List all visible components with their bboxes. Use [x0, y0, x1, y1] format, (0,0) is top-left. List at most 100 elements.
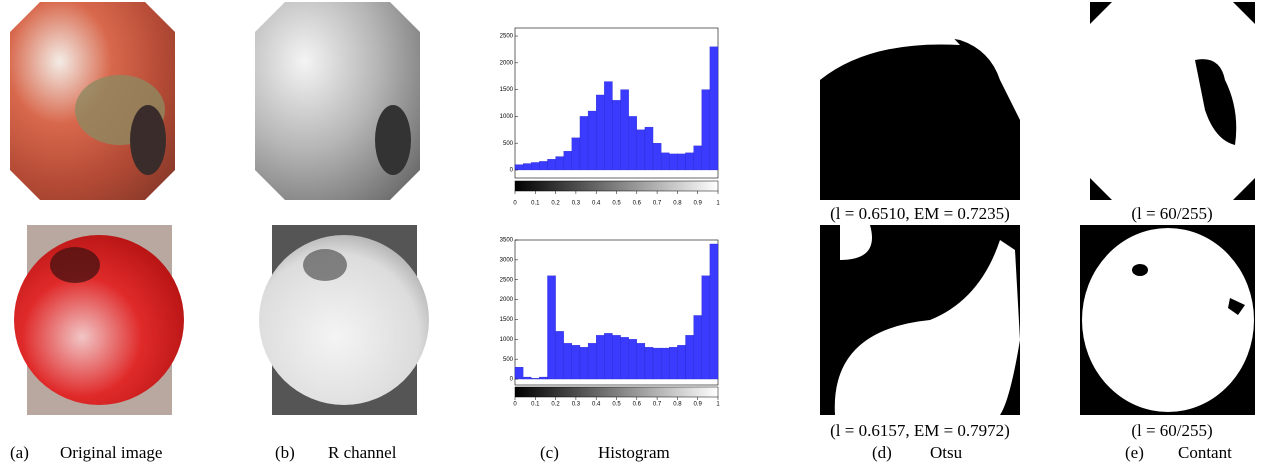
hist-bar — [661, 152, 670, 171]
image-detail — [1132, 264, 1148, 276]
hist-bar — [539, 161, 548, 171]
hist-bar — [539, 376, 548, 380]
hist-bar — [701, 89, 711, 171]
caption-tag: (a) — [10, 443, 29, 462]
hist-bar — [596, 335, 605, 380]
hist-bar — [677, 153, 686, 171]
hist-bar — [652, 143, 662, 171]
corner — [1090, 178, 1112, 200]
gray-scale-bar — [514, 180, 719, 192]
hist-bar — [636, 129, 646, 171]
caption-text: Histogram — [598, 443, 670, 462]
x-tick-label: 0.1 — [531, 402, 540, 408]
y-tick-label: 1000 — [500, 114, 514, 120]
sublabel: (l = 60/255) — [1131, 421, 1212, 440]
hist-bar — [644, 347, 654, 380]
hist-bar — [547, 275, 556, 380]
x-tick-label: 0.5 — [612, 402, 621, 408]
hist-bar — [587, 110, 597, 171]
hist-bar — [669, 153, 678, 171]
y-tick-label: 3500 — [500, 238, 514, 244]
hist-bar — [628, 116, 637, 171]
caption-tag: (e) — [1125, 443, 1144, 462]
image-detail — [130, 105, 166, 175]
x-tick-label: 0.1 — [531, 201, 540, 207]
caption-text: Otsu — [930, 443, 963, 462]
hist-bar — [677, 345, 686, 380]
y-tick-label: 1000 — [500, 337, 514, 343]
caption-tag: (c) — [540, 443, 559, 462]
corner — [1233, 178, 1255, 200]
hist-bar — [522, 163, 532, 171]
x-tick-label: 0.2 — [551, 402, 560, 408]
image-detail — [375, 105, 411, 175]
hist-bar — [612, 100, 621, 171]
image-detail — [14, 235, 184, 405]
x-tick-label: 0.9 — [694, 201, 703, 207]
hist-bar — [709, 243, 719, 380]
hist-bar — [587, 343, 597, 380]
hist-bar — [514, 366, 524, 380]
hist-bar — [563, 343, 572, 380]
hist-bar — [620, 89, 629, 171]
hist-bar — [693, 315, 702, 380]
y-tick-label: 2000 — [500, 60, 514, 66]
hist-bar — [661, 347, 670, 380]
image-detail — [1228, 298, 1245, 315]
corner — [1090, 2, 1112, 24]
hist-bar — [652, 347, 662, 380]
hist-bar — [555, 331, 564, 380]
image-detail — [1195, 59, 1237, 145]
image-detail — [1082, 228, 1254, 412]
x-tick-label: 0.4 — [592, 201, 601, 207]
x-tick-label: 0 — [513, 402, 517, 408]
x-tick-label: 0.3 — [572, 402, 581, 408]
gray-scale-bar — [514, 386, 719, 398]
hist-bar — [604, 333, 613, 380]
hist-bar — [579, 116, 589, 171]
caption-text: R channel — [328, 443, 397, 462]
image-detail — [50, 247, 100, 283]
hist-bar — [531, 162, 540, 171]
hist-bar — [620, 337, 629, 380]
x-tick-label: 1 — [716, 201, 720, 207]
hist-bar — [571, 345, 581, 380]
hist-bar — [669, 347, 678, 380]
image-detail — [820, 2, 1020, 120]
hist-bar — [628, 339, 637, 380]
hist-bar — [685, 152, 694, 171]
hist-bar — [514, 164, 524, 171]
image-detail — [303, 249, 347, 281]
y-tick-label: 2500 — [500, 277, 514, 283]
hist-bar — [596, 94, 605, 171]
y-tick-label: 0 — [510, 377, 514, 383]
hist-bar — [701, 275, 711, 380]
hist-bar — [555, 156, 564, 171]
x-tick-label: 1 — [716, 402, 720, 408]
image-detail — [259, 235, 429, 405]
hist-bar — [522, 376, 532, 380]
hist-bar — [685, 335, 694, 380]
caption-text: Original image — [60, 443, 162, 462]
image-detail — [834, 225, 1020, 415]
hist-bar — [709, 46, 719, 171]
hist-bar — [636, 343, 646, 380]
hist-bar — [571, 137, 581, 171]
hist-bar — [547, 159, 556, 171]
x-tick-label: 0.7 — [653, 201, 662, 207]
y-tick-label: 500 — [503, 141, 514, 147]
x-tick-label: 0.6 — [633, 402, 642, 408]
y-tick-label: 2000 — [500, 297, 514, 303]
x-tick-label: 0.4 — [592, 402, 601, 408]
caption-text: Contant — [1178, 443, 1232, 462]
caption-tag: (d) — [872, 443, 892, 462]
hist-bar — [604, 81, 613, 171]
hist-bar — [693, 145, 702, 171]
y-tick-label: 3000 — [500, 257, 514, 263]
x-tick-label: 0.8 — [673, 402, 682, 408]
hist-bar — [531, 378, 540, 380]
hist-bar — [612, 335, 621, 380]
sublabel: (l = 0.6510, EM = 0.7235) — [830, 204, 1010, 223]
